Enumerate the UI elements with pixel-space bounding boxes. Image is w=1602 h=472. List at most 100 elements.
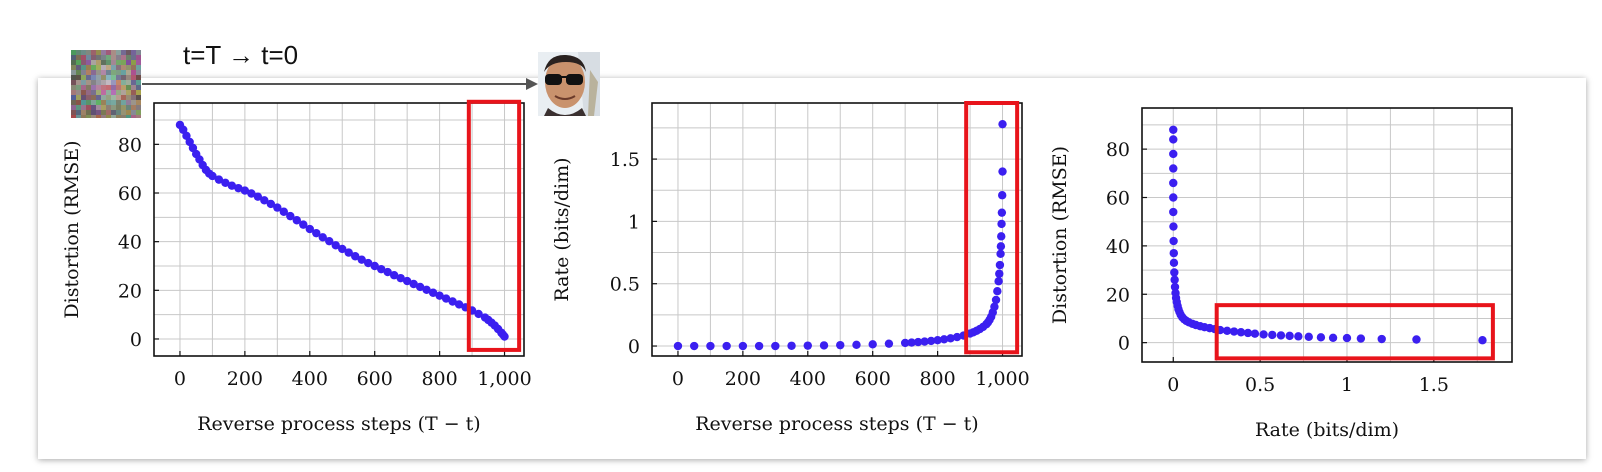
y-tick-label: 0 — [130, 329, 142, 351]
highlight-box — [466, 99, 522, 352]
plot-frame — [1141, 107, 1513, 363]
y-tick-label: 20 — [118, 280, 142, 302]
data-point — [441, 294, 451, 303]
data-point — [1328, 333, 1338, 343]
data-point — [673, 341, 683, 351]
data-point — [454, 300, 464, 309]
data-point — [998, 191, 1007, 200]
highlight-box — [964, 101, 1020, 355]
data-point — [1170, 268, 1179, 277]
data-point — [819, 341, 829, 350]
face-with-sunglasses-image — [538, 52, 608, 120]
data-point — [422, 285, 431, 295]
data-point — [396, 273, 405, 283]
data-point — [993, 286, 1002, 296]
highlight-box — [1214, 303, 1495, 361]
data-point — [1169, 207, 1178, 217]
data-point — [997, 208, 1007, 217]
x-axis-label: Reverse process steps (T − t) — [695, 413, 978, 435]
y-tick-label: 1.5 — [610, 149, 640, 171]
data-point — [1169, 236, 1178, 246]
data-point — [1169, 248, 1178, 258]
data-point — [920, 337, 929, 346]
data-point — [907, 338, 916, 347]
data-point — [803, 341, 812, 350]
data-point — [428, 288, 438, 297]
data-point — [706, 341, 715, 351]
data-point — [260, 196, 269, 205]
data-point — [952, 332, 962, 342]
x-axis-label: Rate (bits/dim) — [1255, 419, 1399, 441]
x-tick-label: 1.5 — [1419, 374, 1449, 396]
noise-pattern — [71, 50, 141, 118]
x-tick-label: 200 — [227, 368, 263, 390]
data-point — [1243, 328, 1253, 338]
y-axis-label: Rate (bits/dim) — [551, 157, 573, 301]
data-point — [286, 211, 295, 221]
data-point — [1169, 258, 1179, 268]
data-point — [997, 219, 1006, 229]
chart-2: 0 200 400 600 800 1,000 0 0.5 1 1.5 Reverse proces… — [551, 101, 1030, 435]
data-point — [234, 183, 243, 193]
data-point — [279, 207, 289, 216]
data-point — [344, 248, 353, 257]
data-point — [1229, 327, 1239, 336]
data-point — [273, 203, 282, 212]
y-tick-label: 20 — [1106, 284, 1130, 306]
data-point — [1304, 332, 1313, 342]
data-point — [1169, 125, 1178, 134]
y-tick-label: 1 — [628, 211, 640, 233]
series-1 — [673, 167, 1007, 351]
data-point — [787, 341, 796, 350]
figure-card — [38, 78, 1586, 459]
data-point — [998, 119, 1007, 129]
data-point — [318, 233, 327, 242]
y-tick-label: 40 — [1106, 236, 1130, 258]
x-tick-label: 0 — [174, 368, 186, 390]
data-point — [383, 267, 392, 277]
data-point — [253, 192, 263, 201]
data-point — [900, 338, 910, 348]
data-point — [995, 260, 1005, 270]
x-tick-label: 0 — [1167, 374, 1179, 396]
data-point — [1169, 193, 1178, 202]
gridlines — [1142, 108, 1512, 362]
data-point — [995, 269, 1004, 278]
data-point — [1170, 282, 1180, 292]
data-point — [409, 279, 418, 289]
x-tick-label: 800 — [421, 368, 457, 390]
data-point — [1356, 334, 1366, 343]
data-point — [998, 167, 1007, 176]
x-tick-label: 1,000 — [975, 368, 1029, 390]
chart-3: 0 0.5 1 1.5 0 20 40 60 80 Rate (bits/dim) Distorti… — [1049, 107, 1513, 441]
data-point — [214, 175, 224, 184]
data-point — [1236, 328, 1246, 337]
chart-1: 0 200 400 600 800 1,000 0 20 40 60 80 Reverse proce… — [61, 99, 532, 435]
data-point — [926, 336, 936, 346]
y-tick-label: 60 — [1106, 188, 1130, 210]
x-tick-label: 600 — [357, 368, 393, 390]
plot-frame — [153, 102, 525, 357]
y-tick-label: 0 — [628, 336, 640, 358]
y-tick-label: 80 — [118, 134, 142, 156]
data-point — [292, 216, 302, 225]
data-point — [1478, 336, 1487, 345]
data-point — [370, 261, 379, 271]
process-direction-label: t=T → t=0 — [183, 40, 299, 70]
data-point — [946, 334, 955, 343]
data-point — [738, 341, 748, 351]
gridlines — [652, 103, 1022, 356]
data-point — [1268, 330, 1277, 340]
data-point — [435, 291, 444, 300]
data-point — [1412, 335, 1421, 344]
data-point — [364, 258, 373, 268]
data-point — [1169, 178, 1178, 188]
x-axis-label: Reverse process steps (T − t) — [197, 413, 480, 435]
data-point — [1169, 149, 1178, 159]
x-tick-label: 400 — [790, 368, 826, 390]
x-tick-label: 400 — [292, 368, 328, 390]
data-point — [1169, 222, 1178, 231]
plot-frame — [651, 102, 1023, 357]
data-point — [1250, 329, 1260, 338]
